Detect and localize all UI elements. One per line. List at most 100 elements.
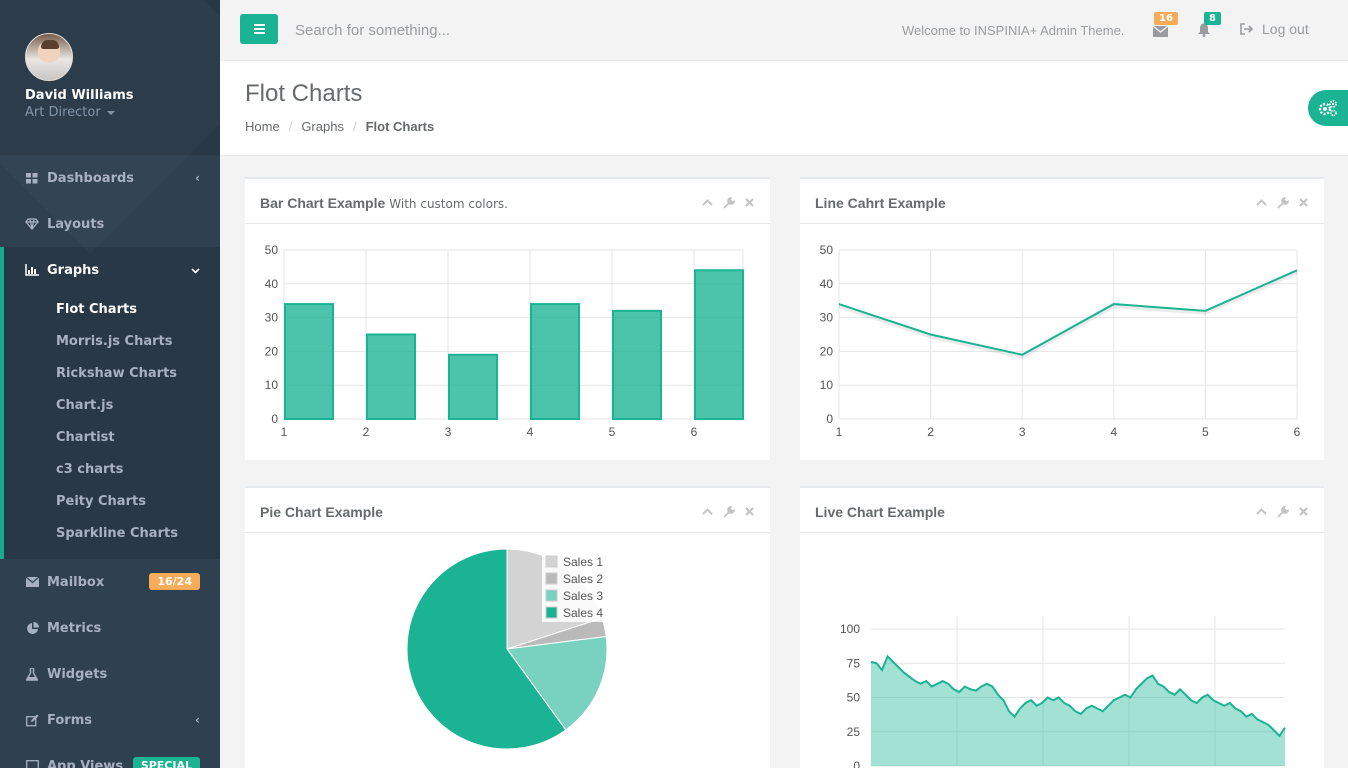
avatar[interactable] xyxy=(25,33,73,81)
bell-icon xyxy=(1198,23,1210,37)
y-tick-label: 0 xyxy=(853,759,860,768)
submenu-item-sparkline-charts[interactable]: Sparkline Charts xyxy=(56,525,178,541)
hamburger-icon xyxy=(253,28,265,30)
desktop-icon xyxy=(25,759,39,768)
edit-icon xyxy=(25,713,39,727)
top-navbar: Welcome to INSPINIA+ Admin Theme. 16 8 L… xyxy=(220,0,1348,61)
flask-icon xyxy=(25,667,39,681)
cogs-icon xyxy=(1318,100,1337,117)
pie-chart-icon xyxy=(25,621,39,635)
messages-button[interactable] xyxy=(1152,22,1169,38)
panel-tools xyxy=(1255,196,1310,209)
diamond-icon xyxy=(25,217,39,231)
collapse-chevron-up-icon[interactable] xyxy=(1255,196,1268,209)
wrench-icon[interactable] xyxy=(722,505,735,518)
profile-role-dropdown[interactable]: Art Director xyxy=(25,105,220,120)
close-icon[interactable] xyxy=(1297,196,1310,209)
breadcrumb-home[interactable]: Home xyxy=(245,119,280,134)
panel-tools xyxy=(701,505,756,518)
legend-label: Sales 1 xyxy=(563,555,603,569)
sidebar-item-widgets[interactable]: Widgets xyxy=(0,651,220,697)
live-chart-panel: Live Chart Example 0 25 50 75 100 xyxy=(800,486,1324,768)
sidebar-item-forms[interactable]: Forms ‹ xyxy=(0,697,220,743)
bar xyxy=(448,353,498,420)
x-tick-label: 1 xyxy=(836,425,843,439)
app-views-badge: SPECIAL xyxy=(132,757,200,768)
y-tick-label: 50 xyxy=(265,243,279,257)
submenu-item-chartist[interactable]: Chartist xyxy=(56,429,115,445)
sidebar-item-dashboards[interactable]: Dashboards ‹ xyxy=(0,155,220,201)
sidebar-item-metrics[interactable]: Metrics xyxy=(0,605,220,651)
collapse-chevron-up-icon[interactable] xyxy=(701,196,714,209)
hamburger-icon xyxy=(253,24,265,26)
x-tick-label: 6 xyxy=(1294,425,1301,439)
y-tick-label: 10 xyxy=(265,378,279,392)
th-large-icon xyxy=(25,171,39,185)
sidebar-item-label: Metrics xyxy=(47,620,102,636)
close-icon[interactable] xyxy=(743,196,756,209)
y-tick-label: 30 xyxy=(265,311,279,325)
envelope-icon xyxy=(1152,25,1169,37)
submenu-item-peity-charts[interactable]: Peity Charts xyxy=(56,493,146,509)
bar xyxy=(694,269,744,420)
collapse-chevron-up-icon[interactable] xyxy=(701,505,714,518)
search-input[interactable] xyxy=(286,16,686,44)
bar xyxy=(366,333,416,420)
submenu-item-rickshaw-charts[interactable]: Rickshaw Charts xyxy=(56,365,178,381)
theme-settings-button[interactable] xyxy=(1308,90,1348,126)
y-tick-label: 0 xyxy=(826,412,833,426)
notifications-badge: 8 xyxy=(1204,12,1221,25)
breadcrumb-current: Flot Charts xyxy=(365,119,435,134)
bar-chart: 0 10 20 30 40 50 1 2 3 4 5 6 xyxy=(265,243,744,439)
close-icon[interactable] xyxy=(743,505,756,518)
live-area-chart: 0 25 50 75 100 xyxy=(840,616,1286,768)
x-tick-label: 2 xyxy=(927,425,934,439)
hamburger-icon xyxy=(253,32,265,34)
legend-label: Sales 2 xyxy=(563,572,603,586)
breadcrumb: Home / Graphs / Flot Charts xyxy=(245,119,434,134)
submenu-item-c3-charts[interactable]: c3 charts xyxy=(56,461,124,477)
pie-slice xyxy=(506,635,608,731)
sidebar-item-label: Widgets xyxy=(47,666,108,682)
sidebar-toggle-button[interactable] xyxy=(240,14,278,44)
sidebar-group-graphs: Graphs Flot Charts Morris.js Charts Rick… xyxy=(0,247,220,559)
sidebar-item-layouts[interactable]: Layouts xyxy=(0,201,220,247)
sidebar: David Williams Art Director Dashboards ‹… xyxy=(0,0,220,768)
area-fill xyxy=(871,656,1285,766)
y-tick-label: 40 xyxy=(265,277,279,291)
chevron-left-icon: ‹ xyxy=(195,713,200,727)
profile-role-label: Art Director xyxy=(25,105,101,120)
x-tick-label: 4 xyxy=(1110,425,1117,439)
breadcrumb-graphs[interactable]: Graphs xyxy=(301,119,344,134)
collapse-chevron-up-icon[interactable] xyxy=(1255,505,1268,518)
logout-link[interactable]: Log out xyxy=(1240,21,1309,37)
graphs-submenu: Flot Charts Morris.js Charts Rickshaw Ch… xyxy=(4,293,220,559)
sidebar-item-mailbox[interactable]: Mailbox 16/24 xyxy=(0,559,220,605)
messages-badge: 16 xyxy=(1154,12,1178,25)
series-line xyxy=(870,654,1286,738)
panel-title: Line Cahrt Example xyxy=(815,195,946,211)
x-tick-label: 3 xyxy=(445,425,452,439)
y-tick-label: 25 xyxy=(847,725,861,739)
sidebar-item-label: Forms xyxy=(47,712,92,728)
wrench-icon[interactable] xyxy=(1276,196,1289,209)
y-tick-label: 50 xyxy=(847,691,861,705)
sidebar-item-label: Layouts xyxy=(47,216,105,232)
close-icon[interactable] xyxy=(1297,505,1310,518)
submenu-item-morris-charts[interactable]: Morris.js Charts xyxy=(56,333,173,349)
panel-tools xyxy=(701,196,756,209)
wrench-icon[interactable] xyxy=(1276,505,1289,518)
panel-title: Live Chart Example xyxy=(815,504,945,520)
sidebar-item-graphs[interactable]: Graphs xyxy=(4,247,220,293)
bar xyxy=(284,303,334,420)
profile-name[interactable]: David Williams xyxy=(25,88,134,103)
submenu-item-chartjs[interactable]: Chart.js xyxy=(56,397,114,413)
y-tick-label: 40 xyxy=(820,277,834,291)
notifications-button[interactable] xyxy=(1197,22,1213,38)
sign-out-icon xyxy=(1240,23,1254,35)
sidebar-item-app-views[interactable]: App Views SPECIAL xyxy=(0,743,220,768)
submenu-item-flot-charts[interactable]: Flot Charts xyxy=(56,301,137,317)
x-tick-label: 5 xyxy=(1202,425,1209,439)
wrench-icon[interactable] xyxy=(722,196,735,209)
pie-slice xyxy=(406,548,567,750)
